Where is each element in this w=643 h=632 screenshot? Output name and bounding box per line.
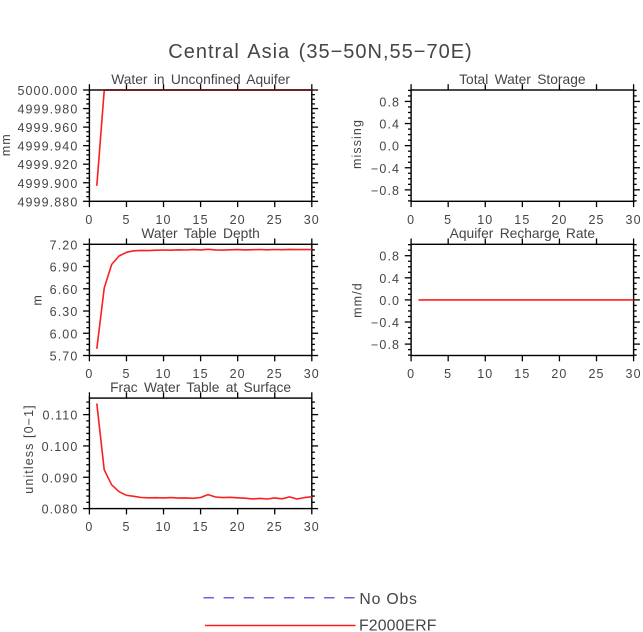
svg-text:30: 30 [304,213,320,227]
svg-text:Aquifer Recharge Rate: Aquifer Recharge Rate [450,226,596,241]
svg-text:10: 10 [155,367,171,381]
svg-text:5000.000: 5000.000 [17,84,78,98]
svg-text:5: 5 [122,213,130,227]
svg-text:0: 0 [407,367,415,381]
svg-text:30: 30 [626,367,642,381]
svg-text:4999.960: 4999.960 [17,121,78,135]
svg-text:0.4: 0.4 [379,118,400,132]
svg-text:15: 15 [514,367,530,381]
svg-text:6.30: 6.30 [50,305,79,319]
svg-text:25: 25 [588,367,604,381]
svg-text:−0.8: −0.8 [371,184,400,198]
svg-text:Total Water Storage: Total Water Storage [459,72,586,87]
svg-text:0.0: 0.0 [379,140,400,154]
svg-text:−0.4: −0.4 [371,162,400,176]
svg-text:30: 30 [304,367,320,381]
svg-text:6.00: 6.00 [50,327,79,341]
svg-text:0: 0 [85,520,93,534]
svg-text:5.70: 5.70 [50,350,79,364]
svg-text:−0.8: −0.8 [371,338,400,352]
svg-text:10: 10 [155,520,171,534]
svg-text:Water Table Depth: Water Table Depth [141,226,260,241]
svg-text:20: 20 [230,520,246,534]
svg-text:5: 5 [122,520,130,534]
svg-text:0.080: 0.080 [42,503,79,517]
svg-text:25: 25 [267,520,283,534]
svg-text:30: 30 [304,520,320,534]
svg-text:5: 5 [444,367,452,381]
svg-text:20: 20 [230,367,246,381]
svg-text:20: 20 [551,367,567,381]
svg-text:0.0: 0.0 [379,294,400,308]
svg-text:Frac Water Table at Surface: Frac Water Table at Surface [110,380,291,395]
svg-text:0.8: 0.8 [379,250,400,264]
svg-text:4999.880: 4999.880 [17,195,78,209]
svg-text:4999.920: 4999.920 [17,158,78,172]
svg-text:6.60: 6.60 [50,283,79,297]
svg-text:15: 15 [514,213,530,227]
svg-text:0.110: 0.110 [43,409,79,423]
svg-text:Central Asia (35−50N,55−70E): Central Asia (35−50N,55−70E) [168,41,472,63]
svg-text:0.4: 0.4 [379,272,400,286]
svg-text:−0.4: −0.4 [371,316,400,330]
svg-text:mm/d: mm/d [350,282,364,318]
svg-text:25: 25 [267,367,283,381]
svg-text:0: 0 [85,367,93,381]
svg-text:4999.940: 4999.940 [17,140,78,154]
svg-text:No Obs: No Obs [359,591,417,608]
svg-text:15: 15 [193,520,209,534]
svg-text:unitless [0−1]: unitless [0−1] [22,404,36,493]
svg-text:6.90: 6.90 [50,261,79,275]
svg-text:5: 5 [444,213,452,227]
svg-text:25: 25 [267,213,283,227]
svg-text:4999.980: 4999.980 [17,103,78,117]
svg-text:4999.900: 4999.900 [17,177,78,191]
svg-text:mm: mm [0,133,13,156]
svg-text:25: 25 [588,213,604,227]
svg-text:15: 15 [193,213,209,227]
svg-text:F2000ERF: F2000ERF [359,618,437,632]
svg-text:missing: missing [350,119,364,169]
svg-text:0: 0 [407,213,415,227]
svg-text:20: 20 [230,213,246,227]
svg-text:0: 0 [85,213,93,227]
svg-text:15: 15 [193,367,209,381]
svg-text:7.20: 7.20 [50,238,79,252]
svg-text:0.100: 0.100 [42,440,79,454]
svg-text:0.8: 0.8 [379,95,400,109]
svg-text:Water in Unconfined Aquifer: Water in Unconfined Aquifer [111,72,290,87]
svg-text:30: 30 [626,213,642,227]
svg-text:10: 10 [477,367,493,381]
svg-text:20: 20 [551,213,567,227]
svg-text:0.090: 0.090 [42,471,79,485]
svg-text:m: m [31,294,45,306]
svg-text:10: 10 [477,213,493,227]
svg-text:5: 5 [122,367,130,381]
svg-text:10: 10 [155,213,171,227]
